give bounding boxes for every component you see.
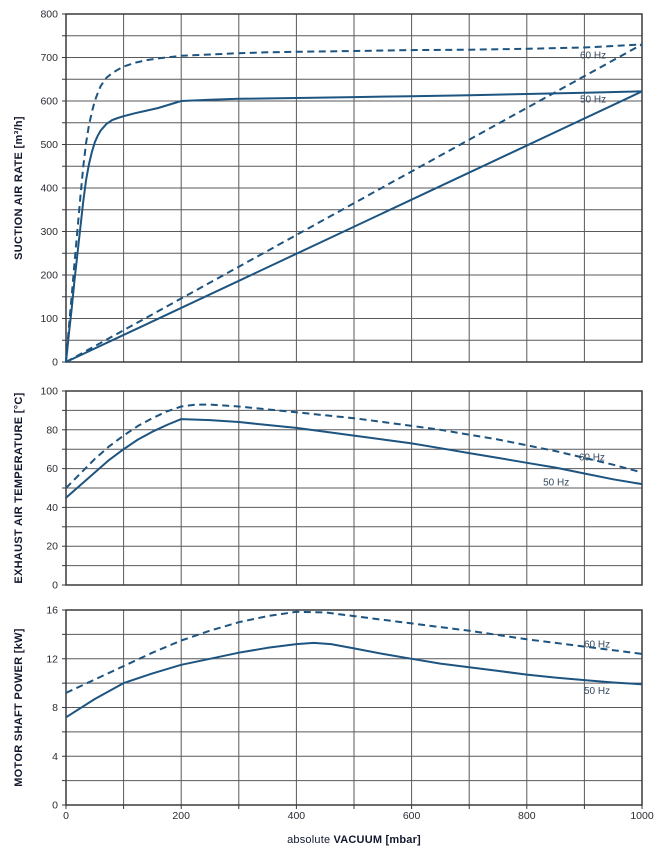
y-tick-label: 500 — [40, 139, 58, 151]
y-tick-label: 600 — [40, 96, 58, 108]
x-axis-tick-labels: 0 200 400 600 800 1000 — [0, 809, 657, 823]
x-axis-title-main: VACUUM — [333, 834, 383, 846]
x-tick-label: 600 — [402, 810, 421, 822]
y-tick-label: 8 — [52, 702, 58, 714]
y-axis-title-suction-air-rate: SUCTION AIR RATE [m³/h] — [13, 116, 25, 260]
chart-suction-air-rate: 0 100 200 300 400 500 600 700 800 SUCTION AIR RAT… — [0, 9, 657, 372]
y-tick-label: 700 — [40, 52, 58, 64]
y-tick-label: 60 — [46, 463, 58, 475]
y-tick-label: 0 — [52, 580, 58, 592]
curve-60-hz — [65, 43, 643, 363]
chart-exhaust-air-temperature: 0 20 40 60 80 100 EXHAUST AIR TEMPERATURE [°C]… — [0, 386, 657, 595]
curve-50-hz — [65, 641, 643, 719]
y-tick-label: 16 — [46, 605, 58, 617]
y-tick-label: 4 — [52, 751, 58, 763]
y-tick-label: 40 — [46, 502, 58, 514]
x-tick-label: 400 — [287, 810, 306, 822]
curve-50-hz — [65, 90, 643, 363]
curve-60-hz — [65, 403, 643, 489]
y-tick-label: 400 — [40, 183, 58, 195]
legend-label-50-hz: 50 Hz — [580, 94, 606, 105]
y-tick-label: 80 — [46, 424, 58, 436]
y-tick-label: 300 — [40, 226, 58, 238]
y-tick-label: 100 — [40, 313, 58, 325]
chart-canvas-motor-shaft-power: 0 4 8 12 16 MOTOR SHAFT POWER [kW] 60 Hz 50 Hz — [13, 605, 643, 812]
y-axis-title-exhaust-air-temperature: EXHAUST AIR TEMPERATURE [°C] — [13, 392, 25, 583]
legend-label-50-hz: 50 Hz — [543, 478, 569, 489]
x-tick-label: 1000 — [630, 810, 654, 822]
y-tick-label: 12 — [46, 653, 58, 665]
legend-label-60-hz: 60 Hz — [579, 452, 605, 463]
legend-label-50-hz: 50 Hz — [584, 686, 610, 697]
y-tick-label: 800 — [40, 9, 58, 21]
chart-canvas-exhaust-air-temperature: 0 20 40 60 80 100 EXHAUST AIR TEMPERATURE [°C]… — [13, 386, 643, 592]
y-tick-label: 0 — [52, 800, 58, 812]
chart-canvas-suction-air-rate: 0 100 200 300 400 500 600 700 800 SUCTION AIR RAT… — [13, 9, 643, 369]
curve-50-hz-linear-intake — [65, 90, 643, 363]
y-tick-label: 20 — [46, 541, 58, 553]
x-axis-title-unit: [mbar] — [385, 834, 421, 846]
x-tick-label: 0 — [63, 810, 69, 822]
x-tick-label: 800 — [518, 810, 536, 822]
legend-label-60-hz: 60 Hz — [580, 50, 606, 61]
y-tick-label: 100 — [40, 386, 58, 398]
y-tick-label: 0 — [52, 357, 58, 369]
x-axis-title-prefix: absolute — [287, 834, 331, 846]
x-tick-label: 200 — [172, 810, 190, 822]
curve-50-hz — [65, 418, 643, 499]
curve-60-hz — [65, 610, 643, 694]
x-axis-title: absolute VACUUM [mbar] — [66, 834, 642, 846]
y-tick-label: 200 — [40, 270, 58, 282]
curve-60-hz-linear-intake — [65, 43, 643, 363]
legend-label-60-hz: 60 Hz — [584, 640, 610, 651]
chart-motor-shaft-power: 0 4 8 12 16 MOTOR SHAFT POWER [kW] 60 Hz 50 Hz — [0, 605, 657, 815]
y-axis-title-motor-shaft-power: MOTOR SHAFT POWER [kW] — [13, 628, 25, 787]
